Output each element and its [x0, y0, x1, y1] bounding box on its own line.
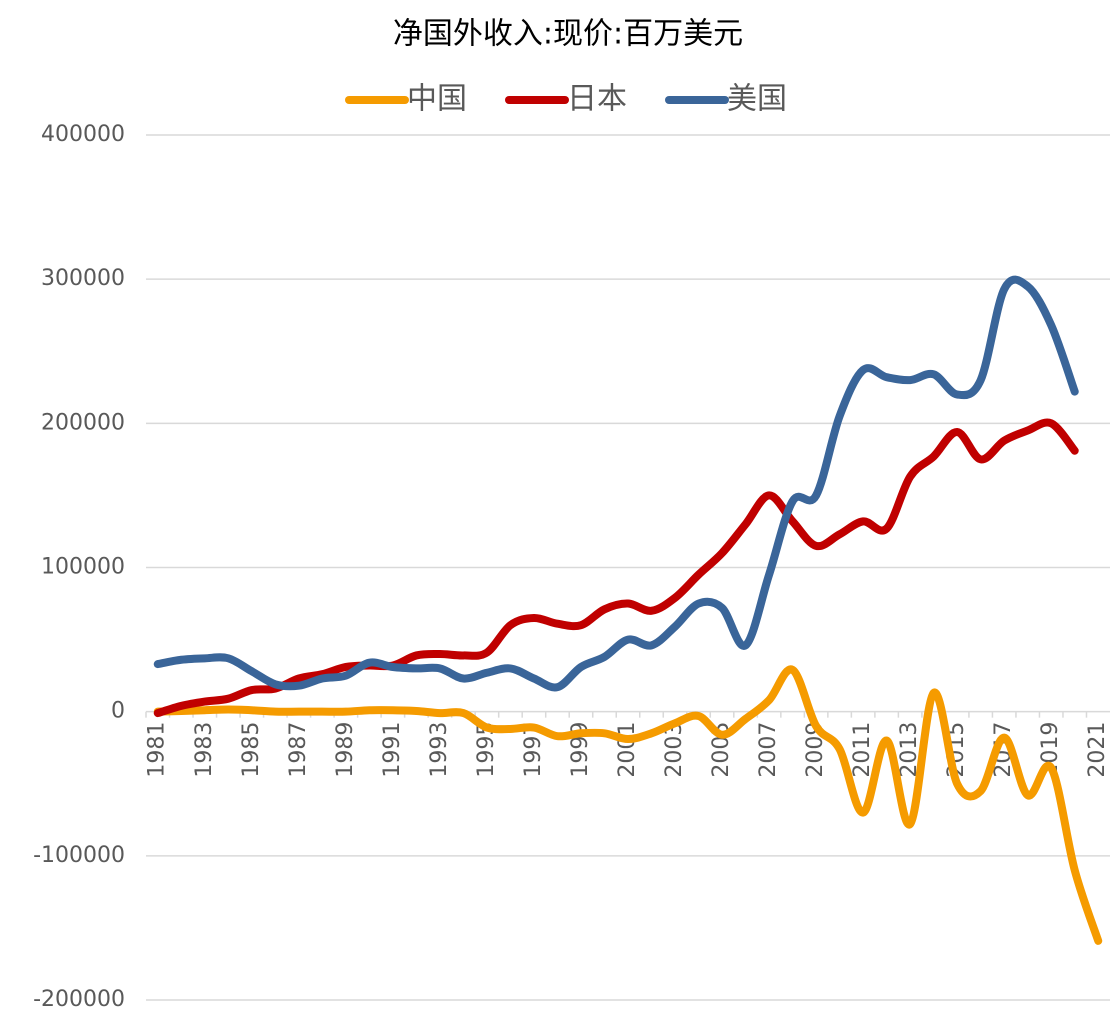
x-tick-label: 1989: [333, 722, 358, 778]
y-tick-label: 0: [111, 699, 125, 724]
x-tick-label: 1993: [427, 722, 452, 778]
legend-label: 美国: [727, 82, 787, 117]
legend-label: 中国: [407, 82, 467, 117]
series-line: [153, 275, 1079, 692]
chart-title: 净国外收入:现价:百万美元: [393, 17, 743, 52]
x-tick-label: 2001: [615, 722, 640, 778]
x-tick-label: 2011: [850, 722, 875, 778]
y-tick-label: 100000: [41, 555, 125, 580]
y-tick-label: 300000: [41, 266, 125, 291]
y-tick-label: -100000: [33, 843, 125, 868]
legend-label: 日本: [567, 82, 627, 117]
x-tick-label: 1983: [192, 722, 217, 778]
x-tick-label: 2007: [756, 722, 781, 778]
series-line: [153, 665, 1103, 945]
series-line: [153, 418, 1079, 718]
x-tick-label: 1985: [239, 722, 264, 778]
y-tick-label: -200000: [33, 987, 125, 1012]
x-tick-label: 2021: [1085, 722, 1110, 778]
x-tick-label: 1981: [145, 722, 170, 778]
y-tick-label: 400000: [41, 122, 125, 147]
y-tick-label: 200000: [41, 410, 125, 435]
x-tick-label: 1987: [286, 722, 311, 778]
x-tick-label: 1991: [380, 722, 405, 778]
